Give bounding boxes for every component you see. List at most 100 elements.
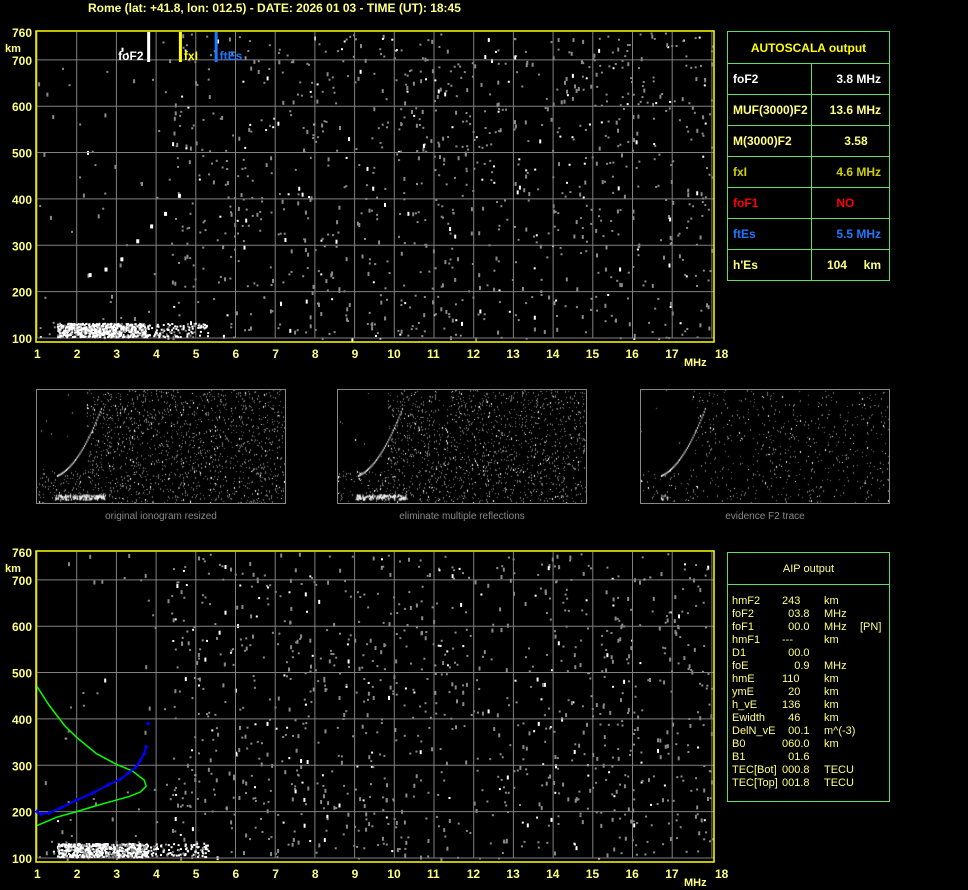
- y-tick-label: 100: [12, 852, 32, 866]
- aip-cell: km: [824, 686, 839, 698]
- x-tick-label: 12: [467, 867, 481, 881]
- x-tick-label: 3: [113, 867, 120, 881]
- aip-row: Ewidth 46 km: [732, 712, 889, 725]
- fxi-marker-label: fxI: [184, 49, 198, 63]
- aip-cell: foF1: [732, 621, 755, 633]
- x-tick-label: 9: [352, 867, 359, 881]
- x-tick-label: 1: [34, 867, 41, 881]
- f2-trace-point: [164, 211, 168, 216]
- param-value: 3.58: [844, 134, 881, 148]
- param-name: MUF(3000)F2: [728, 95, 812, 125]
- es-echo-band: [56, 322, 210, 339]
- aip-cell: D1: [732, 647, 747, 659]
- aip-cell: km: [824, 712, 839, 724]
- y-tick-label: 400: [12, 713, 32, 727]
- aip-cell: [860, 712, 886, 725]
- aip-title: AIP output: [728, 553, 889, 585]
- aip-cell: hmF1: [732, 634, 761, 646]
- aip-cell: TECU: [824, 764, 854, 776]
- aip-cell: km: [824, 699, 839, 711]
- aip-cell: [860, 777, 886, 790]
- aip-cell: 136: [782, 699, 801, 711]
- x-tick-label: 16: [626, 347, 640, 361]
- thumbnail-image: [641, 390, 889, 503]
- autoscala-row-hes: h'Es 104 km: [728, 249, 889, 280]
- x-tick-label: 7: [272, 347, 279, 361]
- aip-cell: DelN_vE: [732, 725, 776, 737]
- y-axis-label: km: [5, 43, 21, 55]
- aip-row: foF1 00.0 MHz [PN]: [732, 621, 889, 634]
- aip-cell: foE: [732, 660, 749, 672]
- aip-cell: [860, 764, 886, 777]
- aip-cell: MHz: [824, 608, 847, 620]
- x-tick-label: 7: [272, 867, 279, 881]
- autoscala-row-ftes: ftEs 5.5 MHz: [728, 218, 889, 249]
- y-tick-label: 700: [12, 574, 32, 588]
- thumbnail-caption: original ionogram resized: [105, 511, 217, 522]
- thumbnail-image: [338, 390, 586, 503]
- aip-row: B1 01.6: [732, 751, 889, 764]
- thumbnail-image: [37, 390, 285, 503]
- x-tick-label: 15: [586, 867, 600, 881]
- aip-cell: 060.0: [782, 738, 810, 750]
- y-tick-label: 100: [12, 332, 32, 346]
- aip-cell: Ewidth: [732, 712, 766, 724]
- aip-cell: TECU: [824, 777, 854, 789]
- x-tick-label: 6: [233, 867, 240, 881]
- param-name: ftEs: [728, 219, 812, 249]
- x-tick-label: 15: [586, 347, 600, 361]
- f2-trace-point: [88, 273, 92, 278]
- trace-point: [146, 721, 151, 726]
- aip-row: D1 00.0: [732, 647, 889, 660]
- y-tick-label: 600: [12, 100, 32, 114]
- aip-cell: 110: [782, 673, 800, 685]
- x-tick-label: 11: [427, 867, 440, 881]
- y-tick-label: 500: [12, 667, 32, 681]
- aip-cell: MHz: [824, 660, 847, 672]
- y-tick-label: 400: [12, 193, 32, 207]
- x-tick-label: 16: [626, 867, 640, 881]
- aip-cell: 46: [782, 712, 801, 724]
- x-tick-label: 6: [233, 347, 240, 361]
- y-tick-label: 200: [12, 286, 32, 300]
- ionogram-noise: [38, 32, 714, 342]
- y-tick-label: 700: [12, 54, 32, 68]
- ftes-marker: [214, 32, 218, 62]
- f2-trace-point: [150, 224, 154, 229]
- aip-cell: [860, 699, 886, 712]
- f2-trace-point: [177, 193, 181, 198]
- aip-cell: [860, 673, 886, 686]
- param-value: NO: [836, 196, 881, 210]
- x-tick-label: 14: [546, 867, 560, 881]
- fof2-marker: [147, 32, 151, 62]
- plot-frame: [35, 30, 715, 343]
- x-tick-label: 9: [352, 347, 359, 361]
- aip-row: foF2 03.8 MHz: [732, 608, 889, 621]
- aip-cell: km: [824, 738, 839, 750]
- x-tick-label: 4: [153, 867, 160, 881]
- param-value: 5.5 MHz: [836, 227, 881, 241]
- x-tick-label: 18: [715, 347, 729, 361]
- ftes-marker-label: ftEs: [220, 49, 243, 63]
- y-tick-label: 500: [12, 147, 32, 161]
- aip-cell: m^(-3): [824, 725, 856, 737]
- aip-cell: hmF2: [732, 595, 761, 607]
- thumbnail-original: [36, 389, 286, 504]
- aip-row: h_vE 136 km: [732, 699, 889, 712]
- aip-cell: B0: [732, 738, 746, 750]
- param-value: 3.8 MHz: [836, 72, 881, 86]
- aip-cell: [860, 608, 886, 621]
- aip-cell: h_vE: [732, 699, 758, 711]
- x-tick-label: 10: [387, 867, 401, 881]
- header-title: Rome (lat: +41.8, lon: 012.5) - DATE: 20…: [88, 1, 461, 15]
- x-tick-label: 17: [665, 867, 679, 881]
- aip-cell: [860, 738, 886, 751]
- thumbnail-eliminate-reflections: [337, 389, 587, 504]
- aip-row: DelN_vE 00.1 m^(-3): [732, 725, 889, 738]
- ionogram-noise: [38, 552, 714, 862]
- x-tick-label: 2: [74, 347, 81, 361]
- y-tick-label: 760: [12, 546, 32, 560]
- aip-row: B0 060.0 km: [732, 738, 889, 751]
- aip-cell: [824, 751, 860, 764]
